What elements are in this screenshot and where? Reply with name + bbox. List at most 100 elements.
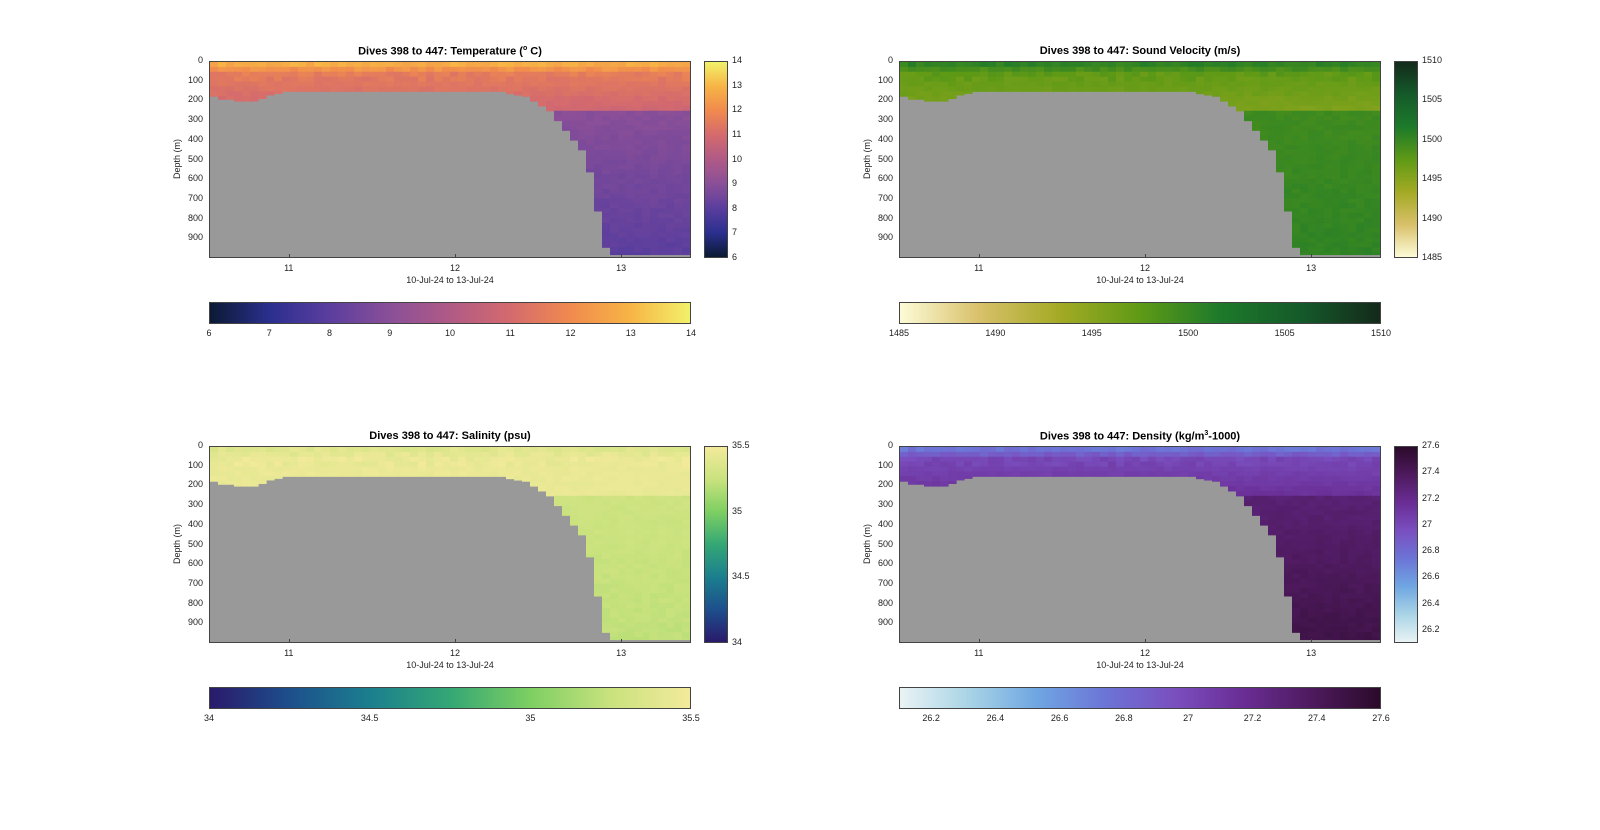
heatmap-cell [1268, 144, 1277, 151]
heatmap-cell [1372, 637, 1380, 641]
heatmap-cell [458, 71, 467, 78]
heatmap-cell [570, 490, 579, 497]
heatmap-cell [458, 66, 467, 73]
heatmap-cell [1356, 62, 1365, 68]
heatmap-cell [554, 495, 563, 502]
colorbar-tick-label: 12 [732, 104, 743, 115]
heatmap-cell [1356, 227, 1365, 234]
heatmap-cell [1252, 510, 1261, 516]
heatmap-cell [940, 471, 949, 477]
heatmap-cell [1284, 481, 1293, 487]
heatmap-cell [354, 466, 363, 472]
heatmap-cell [538, 476, 547, 482]
heatmap-cell [1284, 149, 1293, 156]
heatmap-cell [506, 86, 515, 92]
heatmap-cell [1364, 96, 1373, 102]
heatmap-cell [1356, 447, 1365, 453]
heatmap-cell [666, 617, 675, 624]
heatmap-cell [570, 81, 579, 87]
heatmap-cell [1372, 568, 1380, 575]
heatmap-cell [674, 627, 683, 633]
heatmap-cell [1364, 159, 1373, 165]
heatmap-cell [1108, 86, 1117, 92]
heatmap-cell [1252, 461, 1261, 468]
heatmap-cell [602, 568, 611, 575]
heatmap-cell [1028, 76, 1037, 83]
heatmap-cell [594, 115, 603, 122]
heatmap-cell [658, 115, 667, 122]
heatmap-cell [1372, 622, 1380, 628]
heatmap-cell [1356, 105, 1365, 112]
heatmap-cell [642, 510, 651, 516]
heatmap-cell [1316, 583, 1325, 589]
heatmap-cell [250, 66, 259, 73]
heatmap-cell [210, 471, 219, 477]
heatmap-cell [996, 81, 1005, 87]
heatmap-cell [658, 451, 667, 458]
heatmap-cell [610, 583, 619, 589]
heatmap-cell [658, 144, 667, 151]
heatmap-cell [1036, 81, 1045, 87]
heatmap-cell [1004, 62, 1013, 68]
heatmap-cell [682, 456, 690, 463]
heatmap-cell [626, 96, 635, 102]
x-tick-label: 13 [616, 648, 627, 658]
heatmap-cell [666, 486, 675, 492]
heatmap-cell [386, 71, 395, 78]
heatmap-cell [1284, 101, 1293, 107]
heatmap-cell [594, 203, 603, 209]
heatmap-cell [586, 105, 595, 112]
heatmap-cell [650, 213, 659, 219]
heatmap-cell [594, 81, 603, 87]
heatmap-cell [988, 81, 997, 87]
heatmap-cell [1364, 588, 1373, 594]
heatmap-cell [578, 66, 587, 73]
heatmap-cell [1300, 247, 1309, 253]
heatmap-cell [642, 247, 651, 253]
heatmap-cell [1340, 130, 1349, 136]
heatmap-cell [1044, 461, 1053, 468]
heatmap-cell [1348, 588, 1357, 594]
heatmap-cell [666, 549, 675, 555]
heatmap-cell [1324, 583, 1333, 589]
heatmap-cell [562, 447, 571, 453]
heatmap-cell [1204, 461, 1213, 468]
heatmap-cell [1220, 66, 1229, 73]
heatmap-cell [1292, 471, 1301, 477]
heatmap-cell [1196, 62, 1205, 68]
heatmap-cell [980, 62, 989, 68]
heatmap-cell [1308, 252, 1317, 256]
heatmap-cell [1316, 505, 1325, 511]
heatmap-cell [602, 110, 611, 117]
heatmap-cell [506, 62, 515, 68]
heatmap-cell [346, 466, 355, 472]
heatmap-cell [1140, 471, 1149, 477]
heatmap-cell [314, 461, 323, 468]
heatmap-cell [1268, 525, 1277, 531]
heatmap-cell [1316, 183, 1325, 190]
heatmap-cell [1092, 76, 1101, 83]
heatmap-cell [1076, 62, 1085, 68]
heatmap-cell [506, 476, 515, 480]
heatmap-cell [1356, 164, 1365, 170]
heatmap-cell [1348, 505, 1357, 511]
heatmap-cell [1348, 164, 1357, 170]
heatmap-cell [650, 222, 659, 229]
colorbar-tick-label: 1490 [1422, 212, 1443, 223]
heatmap-cell [1364, 632, 1373, 638]
heatmap-cell [1284, 193, 1293, 200]
heatmap-cell [642, 149, 651, 156]
heatmap-cell [1324, 466, 1333, 472]
heatmap-cell [650, 149, 659, 156]
heatmap-cell [602, 622, 611, 628]
heatmap-cell [1116, 461, 1125, 468]
heatmap-cell [682, 164, 690, 170]
heatmap-cell [1052, 471, 1061, 477]
heatmap-cell [1100, 461, 1109, 468]
heatmap-cell [650, 544, 659, 550]
y-tick-label: 600 [187, 558, 203, 569]
heatmap-cell [1308, 554, 1317, 560]
heatmap-cell [1156, 447, 1165, 453]
heatmap-cell [1052, 466, 1061, 472]
heatmap-cell [1076, 461, 1085, 468]
